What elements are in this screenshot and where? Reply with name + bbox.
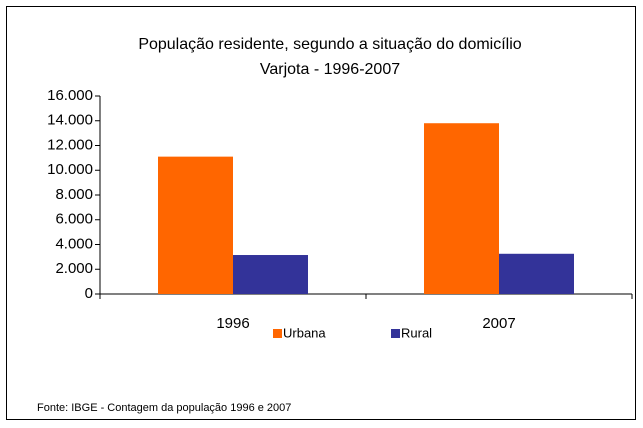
legend-label: Rural	[401, 325, 432, 340]
y-tick-label: 6.000	[55, 211, 93, 228]
x-tick-label: 1996	[216, 315, 249, 332]
y-tick-label: 12.000	[47, 136, 93, 153]
y-tick-label: 14.000	[47, 112, 93, 129]
y-tick-label: 8.000	[55, 186, 93, 203]
y-tick-label: 10.000	[47, 161, 93, 178]
y-tick-label: 0	[85, 285, 93, 302]
chart-border	[6, 6, 636, 420]
bar	[158, 156, 233, 294]
y-tick-label: 2.000	[55, 260, 93, 277]
y-tick-label: 4.000	[55, 235, 93, 252]
legend-swatch	[391, 329, 400, 338]
x-tick-label: 2007	[482, 315, 515, 332]
legend-swatch	[273, 329, 282, 338]
bar	[233, 255, 308, 294]
source-note: Fonte: IBGE - Contagem da população 1996…	[37, 402, 291, 414]
bar	[499, 253, 574, 294]
chart-title: População residente, segundo a situação …	[138, 36, 521, 53]
legend-label: Urbana	[283, 325, 326, 340]
y-tick-label: 16.000	[47, 87, 93, 104]
bar	[424, 123, 499, 294]
chart-subtitle: Varjota - 1996-2007	[260, 61, 400, 78]
